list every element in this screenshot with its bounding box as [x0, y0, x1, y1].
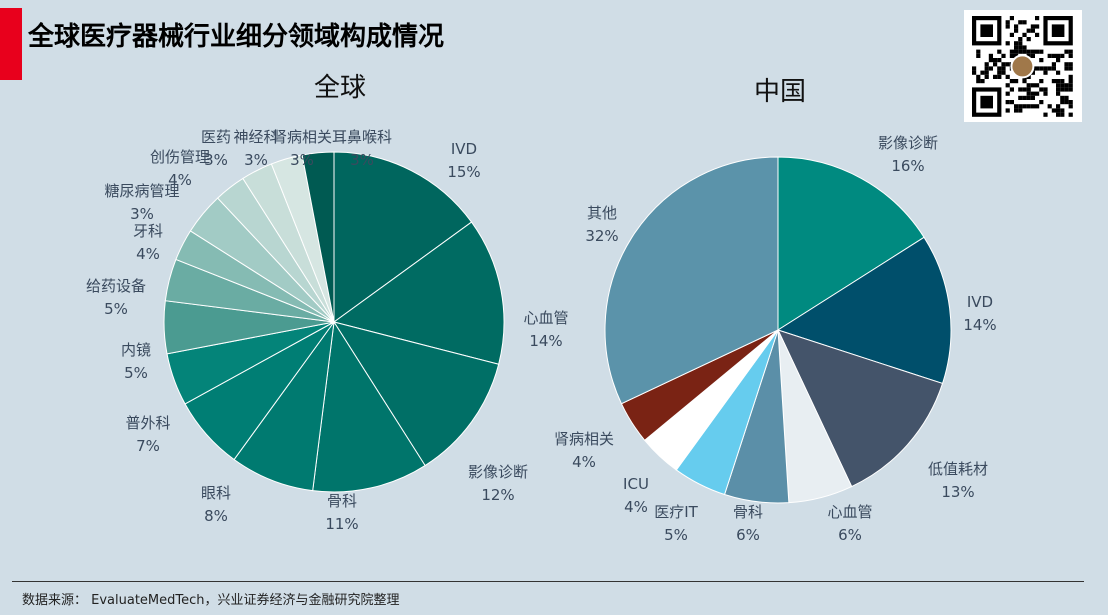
slice-label: 肾病相关: [272, 128, 332, 146]
slice-value-label: 5%: [124, 364, 148, 382]
pie-slice: [777, 329, 944, 488]
page-title: 全球医疗器械行业细分领域构成情况: [28, 22, 445, 52]
slice-label: 给药设备: [86, 277, 146, 295]
pie-charts: 全球 IVD 15% 心血管 14% 影像诊断 12% 骨科 11% 眼科 8% 普外科 7% 内镜 5% 给…: [86, 73, 997, 544]
pie-slice: [332, 221, 505, 365]
accent-bar: [0, 8, 22, 80]
slice-label: 骨科: [327, 492, 357, 510]
slice-value-label: 11%: [325, 515, 358, 533]
slice-label: ICU: [623, 475, 649, 493]
slice-label: 医药: [201, 128, 231, 146]
slice-value-label: 3%: [350, 151, 374, 169]
slice-label: 内镜: [121, 341, 151, 359]
slice-value-label: 14%: [963, 316, 996, 334]
pie-slice: [312, 320, 426, 493]
slice-value-label: 12%: [481, 486, 514, 504]
slice-value-label: 3%: [130, 205, 154, 223]
pie-slice: [301, 151, 335, 323]
slice-label: 医疗IT: [654, 503, 698, 521]
slice-value-label: 4%: [168, 171, 192, 189]
slice-value-label: 3%: [244, 151, 268, 169]
slice-value-label: 8%: [204, 507, 228, 525]
slice-label: 影像诊断: [468, 463, 528, 481]
slice-label: 创伤管理: [150, 148, 210, 166]
slice-label: 心血管: [523, 309, 568, 327]
slice-label: 低值耗材: [928, 460, 988, 478]
slice-value-label: 32%: [585, 227, 618, 245]
slice-label: 肾病相关: [554, 430, 614, 448]
source-note: 数据来源： EvaluateMedTech，兴业证券经济与金融研究院整理: [22, 593, 400, 608]
slice-label: 普外科: [125, 414, 170, 432]
slice-value-label: 5%: [664, 526, 688, 544]
slice-label: 牙科: [133, 222, 163, 240]
slice-value-label: 7%: [136, 437, 160, 455]
slice-label: 耳鼻喉科: [332, 128, 392, 146]
qr-code: [964, 10, 1082, 122]
slice-value-label: 4%: [572, 453, 596, 471]
slice-value-label: 15%: [447, 163, 480, 181]
slice-label: 骨科: [733, 503, 763, 521]
slice-label: IVD: [451, 140, 477, 158]
slice-label: 其他: [587, 204, 617, 222]
chart-title: 中国: [754, 77, 806, 107]
slice-value-label: 3%: [204, 151, 228, 169]
slice-value-label: 5%: [104, 300, 128, 318]
slice-value-label: 3%: [290, 151, 314, 169]
slice-label: 心血管: [827, 503, 872, 521]
slice-label: 神经科: [233, 128, 278, 146]
slice-value-label: 6%: [736, 526, 760, 544]
pie-slice: [333, 151, 473, 323]
pie-slice: [776, 236, 952, 385]
chart-title: 全球: [314, 73, 366, 103]
slice-value-label: 14%: [529, 332, 562, 350]
pie-slice: [777, 156, 925, 331]
pie-slice: [332, 321, 500, 467]
slice-value-label: 6%: [838, 526, 862, 544]
footer-divider: [12, 581, 1084, 582]
slice-label: IVD: [967, 293, 993, 311]
slice-label: 影像诊断: [878, 134, 938, 152]
slice-label: 眼科: [201, 484, 231, 502]
slice-value-label: 16%: [891, 157, 924, 175]
pie-slice: [604, 156, 779, 405]
slice-value-label: 4%: [624, 498, 648, 516]
pie-chart-global: 全球 IVD 15% 心血管 14% 影像诊断 12% 骨科 11% 眼科 8% 普外科 7% 内镜 5% 给…: [86, 73, 569, 533]
slice-label: 糖尿病管理: [104, 182, 179, 200]
slice-value-label: 13%: [941, 483, 974, 501]
slice-value-label: 4%: [136, 245, 160, 263]
